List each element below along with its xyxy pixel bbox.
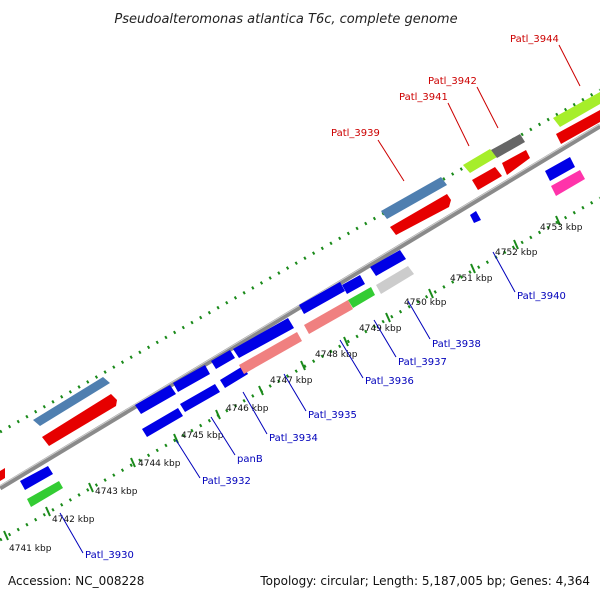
gene-feature-blue-3932b[interactable] bbox=[142, 408, 183, 437]
gene-label-bottom[interactable]: Patl_3938 bbox=[407, 300, 481, 350]
gene-feature-green-3937[interactable] bbox=[348, 287, 375, 308]
gene-label-bottom[interactable]: Patl_3935 bbox=[283, 373, 357, 421]
kbp-label: 4741 kbp bbox=[9, 544, 52, 554]
gene-feature-lime-3944[interactable] bbox=[553, 92, 600, 127]
gene-name: panB bbox=[237, 454, 263, 465]
kbp-label: 4751 kbp bbox=[450, 274, 493, 284]
gene-feature-blue-3935[interactable] bbox=[233, 318, 294, 358]
gene-feature-blue-3930a[interactable] bbox=[20, 466, 53, 490]
gene-feature-blue-3938[interactable] bbox=[370, 250, 406, 276]
gene-feature-salmon-3936[interactable] bbox=[304, 300, 353, 334]
kbp-label: 4743 kbp bbox=[95, 487, 138, 497]
gene-feature-blue-3934b[interactable] bbox=[220, 366, 248, 388]
kbp-label: 4748 kbp bbox=[315, 350, 358, 360]
gene-feature-blue-panB-b[interactable] bbox=[180, 384, 220, 412]
gene-label-bottom[interactable]: Patl_3940 bbox=[492, 251, 566, 302]
gene-name: Patl_3942 bbox=[428, 76, 477, 87]
gene-label-bottom[interactable]: Patl_3937 bbox=[373, 319, 447, 368]
kbp-label: 4744 kbp bbox=[138, 459, 181, 469]
genome-backbone bbox=[0, 123, 600, 491]
gene-feature-red-3944[interactable] bbox=[556, 110, 600, 144]
gene-label-top[interactable]: Patl_3942 bbox=[428, 76, 499, 129]
kbp-label: 4746 kbp bbox=[226, 404, 269, 414]
gene-feature-red-left[interactable] bbox=[42, 394, 117, 446]
gene-feature-blue-3937[interactable] bbox=[342, 275, 365, 294]
gene-feature-green-3930[interactable] bbox=[27, 481, 63, 507]
gene-feature-grey-3942[interactable] bbox=[491, 134, 525, 158]
kbp-label: 4753 kbp bbox=[540, 223, 583, 233]
gene-name: Patl_3936 bbox=[365, 376, 414, 387]
kbp-label: 4749 kbp bbox=[359, 324, 402, 334]
kbp-label: 4747 kbp bbox=[270, 376, 313, 386]
gene-feature-blue-right[interactable] bbox=[545, 157, 575, 181]
gene-feature-blue-3940[interactable] bbox=[470, 211, 481, 223]
map-title: Pseudoalteromonas atlantica T6c, complet… bbox=[114, 12, 457, 27]
gene-label-bottom[interactable]: Patl_3930 bbox=[59, 512, 134, 561]
kbp-label: 4745 kbp bbox=[181, 431, 224, 441]
gene-feature-magenta-right[interactable] bbox=[551, 170, 585, 196]
gene-label-bottom[interactable]: Patl_3932 bbox=[175, 439, 251, 487]
kbp-label: 4750 kbp bbox=[404, 298, 447, 308]
gene-name: Patl_3941 bbox=[399, 92, 448, 103]
gene-feature-blue-3932a[interactable] bbox=[135, 385, 176, 414]
accession-text: Accession: NC_008228 bbox=[8, 574, 144, 588]
gene-feature-salmon-3935[interactable] bbox=[239, 332, 302, 374]
gene-name: Patl_3930 bbox=[85, 550, 134, 561]
gene-feature-blue-panB-a[interactable] bbox=[173, 365, 210, 392]
gene-name: Patl_3937 bbox=[398, 357, 447, 368]
gene-feature-red-3942[interactable] bbox=[502, 150, 530, 175]
gene-feature-steelblue-left[interactable] bbox=[33, 377, 110, 426]
kbp-label: 4742 kbp bbox=[52, 515, 95, 525]
gene-feature-lightgrey-3938[interactable] bbox=[376, 266, 414, 294]
genome-summary-text: Topology: circular; Length: 5,187,005 bp… bbox=[259, 574, 590, 588]
gene-feature-red-3941[interactable] bbox=[472, 167, 502, 190]
gene-feature-steelblue-right[interactable] bbox=[381, 177, 447, 219]
gene-name: Patl_3939 bbox=[331, 128, 380, 139]
gene-name: Patl_3935 bbox=[308, 410, 357, 421]
gene-label-top[interactable]: Patl_3939 bbox=[331, 128, 405, 182]
gene-feature-blue-3936[interactable] bbox=[299, 282, 345, 314]
gene-feature-red-edge[interactable] bbox=[0, 468, 5, 481]
gene-label-top[interactable]: Patl_3941 bbox=[399, 92, 470, 147]
kbp-label: 4752 kbp bbox=[495, 248, 538, 258]
gene-name: Patl_3940 bbox=[517, 291, 566, 302]
gene-name: Patl_3932 bbox=[202, 476, 251, 487]
gene-name: Patl_3944 bbox=[510, 34, 559, 45]
gene-label-bottom[interactable]: Patl_3936 bbox=[339, 339, 414, 387]
scale-ticks bbox=[3, 215, 561, 541]
gene-feature-blue-3934a[interactable] bbox=[211, 350, 235, 369]
gene-name: Patl_3938 bbox=[432, 339, 481, 350]
gene-feature-lime-3941[interactable] bbox=[463, 149, 497, 173]
gene-label-bottom[interactable]: panB bbox=[210, 416, 263, 465]
gene-feature-red-right[interactable] bbox=[390, 194, 451, 235]
gene-name: Patl_3934 bbox=[269, 433, 318, 444]
gene-label-top[interactable]: Patl_3944 bbox=[510, 34, 581, 87]
gene-label-bottom[interactable]: Patl_3934 bbox=[242, 391, 318, 444]
